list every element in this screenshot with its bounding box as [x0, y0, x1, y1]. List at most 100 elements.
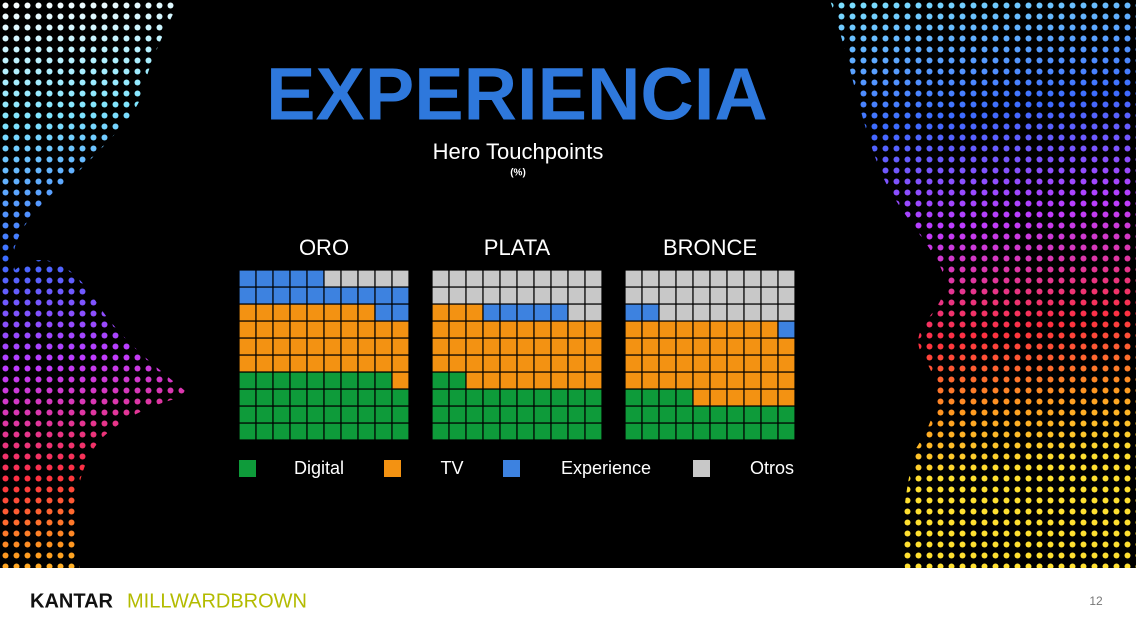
waffle-cell [499, 286, 518, 305]
waffle-cell [499, 354, 518, 373]
waffle-cell [238, 388, 257, 407]
waffle-cell [289, 371, 308, 390]
waffle-cell [306, 371, 325, 390]
waffle-cell [760, 303, 779, 322]
waffle-cell [238, 337, 257, 356]
waffle-cell [641, 405, 660, 424]
waffle-cell [726, 371, 745, 390]
waffle-cell [584, 422, 603, 441]
waffle-cell [499, 320, 518, 339]
waffle-cell [675, 422, 694, 441]
waffle-cell [255, 388, 274, 407]
waffle-cell [584, 371, 603, 390]
waffle-cell [726, 354, 745, 373]
waffle-cell [431, 388, 450, 407]
waffle-cell [340, 303, 359, 322]
waffle-cell [743, 320, 762, 339]
waffle-cell [357, 337, 376, 356]
waffle-cell [777, 303, 796, 322]
waffle-cell [255, 371, 274, 390]
waffle-cell [624, 303, 643, 322]
waffle-cell [516, 422, 535, 441]
waffle-cell [340, 405, 359, 424]
unit: (%) [510, 168, 526, 179]
waffle-cell [357, 269, 376, 288]
waffle-cell [516, 354, 535, 373]
waffle-cell [777, 320, 796, 339]
waffle-cell [658, 269, 677, 288]
waffle-cell [709, 371, 728, 390]
waffle-cell [448, 320, 467, 339]
waffle-cell [448, 269, 467, 288]
waffle-cell [567, 269, 586, 288]
waffle-cell [567, 371, 586, 390]
legend-swatch [503, 460, 520, 477]
waffle-cell [567, 405, 586, 424]
waffle-cell [306, 269, 325, 288]
waffle-cell [374, 371, 393, 390]
waffle-cell [760, 422, 779, 441]
waffle-cell [255, 269, 274, 288]
waffle-cell [238, 371, 257, 390]
waffle-cell [743, 286, 762, 305]
waffle-cell [391, 388, 410, 407]
waffle-cell [465, 405, 484, 424]
waffle-cell [289, 388, 308, 407]
waffle-cell [323, 286, 342, 305]
waffle-cell [641, 422, 660, 441]
waffle-cell [272, 354, 291, 373]
waffle-cell [692, 303, 711, 322]
waffle-cell [255, 303, 274, 322]
waffle-cell [550, 371, 569, 390]
waffle-cell [709, 388, 728, 407]
waffle-cell [726, 388, 745, 407]
waffle-cell [448, 303, 467, 322]
chart-title: ORO [299, 235, 349, 260]
waffle-cell [323, 320, 342, 339]
waffle-cell [499, 422, 518, 441]
waffle-cell [584, 303, 603, 322]
waffle-cell [431, 320, 450, 339]
waffle-cell [323, 388, 342, 407]
waffle-cell [743, 303, 762, 322]
waffle-cell [306, 422, 325, 441]
waffle-cell [692, 371, 711, 390]
waffle-cell [323, 405, 342, 424]
waffle-cell [726, 422, 745, 441]
waffle-cell [533, 269, 552, 288]
waffle-cell [238, 303, 257, 322]
waffle-cell [777, 269, 796, 288]
waffle-cell [692, 405, 711, 424]
waffle-cell [550, 286, 569, 305]
legend-label: Otros [750, 458, 794, 478]
waffle-cell [255, 354, 274, 373]
waffle-cell [675, 388, 694, 407]
waffle-cell [567, 320, 586, 339]
waffle-cell [533, 371, 552, 390]
page-number: 12 [1089, 594, 1103, 608]
waffle-cell [533, 320, 552, 339]
waffle-cell [482, 337, 501, 356]
waffle-cell [306, 354, 325, 373]
waffle-cell [465, 320, 484, 339]
waffle-cell [499, 405, 518, 424]
waffle-cell [624, 354, 643, 373]
waffle-cell [743, 371, 762, 390]
waffle-cell [726, 405, 745, 424]
waffle-cell [431, 354, 450, 373]
waffle-cell [374, 286, 393, 305]
waffle-cell [709, 337, 728, 356]
waffle-cell [374, 354, 393, 373]
waffle-cell [374, 422, 393, 441]
waffle-cell [499, 371, 518, 390]
waffle-cell [567, 388, 586, 407]
waffle-cell [584, 405, 603, 424]
waffle-cell [357, 320, 376, 339]
waffle-cell [533, 286, 552, 305]
waffle-cell [289, 320, 308, 339]
waffle-cell [658, 371, 677, 390]
legend-label: TV [440, 458, 463, 478]
waffle-cell [777, 354, 796, 373]
waffle-cell [584, 320, 603, 339]
waffle-cell [391, 422, 410, 441]
